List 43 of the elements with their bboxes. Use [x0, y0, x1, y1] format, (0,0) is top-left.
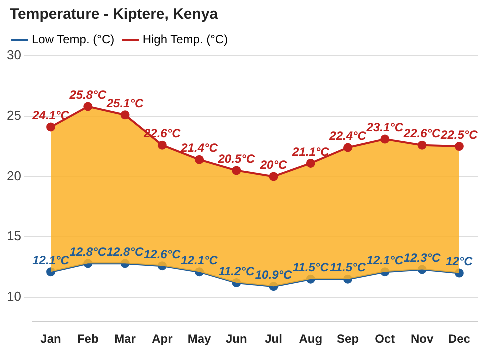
data-label: 11.5°C [292, 260, 330, 275]
y-tick-label: 10 [6, 289, 22, 304]
y-tick-label: 25 [6, 108, 22, 123]
x-tick-label: Oct [375, 332, 396, 346]
legend-label: Low Temp. (°C) [32, 32, 115, 46]
data-label: 25.1°C [106, 96, 144, 110]
data-label: 25.8°C [68, 88, 107, 102]
x-tick-label: May [188, 332, 212, 346]
data-label: 21.1°C [292, 144, 330, 159]
x-tick-label: Sep [337, 332, 360, 346]
y-tick-label: 20 [6, 168, 22, 184]
data-label: 12.8°C [70, 244, 107, 259]
data-label: 12.3°C [404, 251, 442, 265]
x-tick-label: Nov [410, 332, 434, 346]
data-label: 23.1°C [366, 120, 404, 135]
y-tick-label: 15 [6, 228, 22, 244]
data-label: 12.1°C [32, 253, 70, 268]
x-tick-label: Aug [299, 332, 323, 346]
data-label: 22.4°C [328, 129, 367, 144]
data-label: 12.1°C [181, 253, 218, 268]
data-label: 22.6°C [402, 126, 442, 141]
x-tick-label: Jun [226, 332, 248, 346]
data-label: 20.5°C [217, 152, 256, 166]
data-label: 24.1°C [32, 108, 70, 123]
x-tick-label: Feb [77, 332, 99, 346]
x-tick-label: Apr [152, 332, 174, 346]
data-label: 12.6°C [144, 247, 182, 262]
data-label: 10.9°C [255, 268, 293, 282]
data-label: 22.5°C [440, 128, 478, 142]
x-tick-label: Jan [40, 332, 62, 346]
x-tick-label: Mar [114, 332, 136, 346]
x-tick-label: Jul [265, 332, 282, 346]
legend-label: High Temp. (°C) [142, 32, 228, 46]
x-tick-label: Dec [448, 332, 471, 346]
data-label: 11.2°C [218, 264, 255, 278]
y-tick-label: 30 [6, 48, 22, 63]
data-label: 20°C [259, 158, 288, 172]
data-label: 12°C [446, 254, 474, 269]
data-label: 12.8°C [106, 244, 144, 259]
data-label: 12.1°C [366, 253, 404, 268]
chart-title: Temperature - Kiptere, Kenya [10, 6, 218, 23]
data-label: 21.4°C [180, 141, 218, 156]
data-label: 11.5°C [330, 260, 366, 275]
